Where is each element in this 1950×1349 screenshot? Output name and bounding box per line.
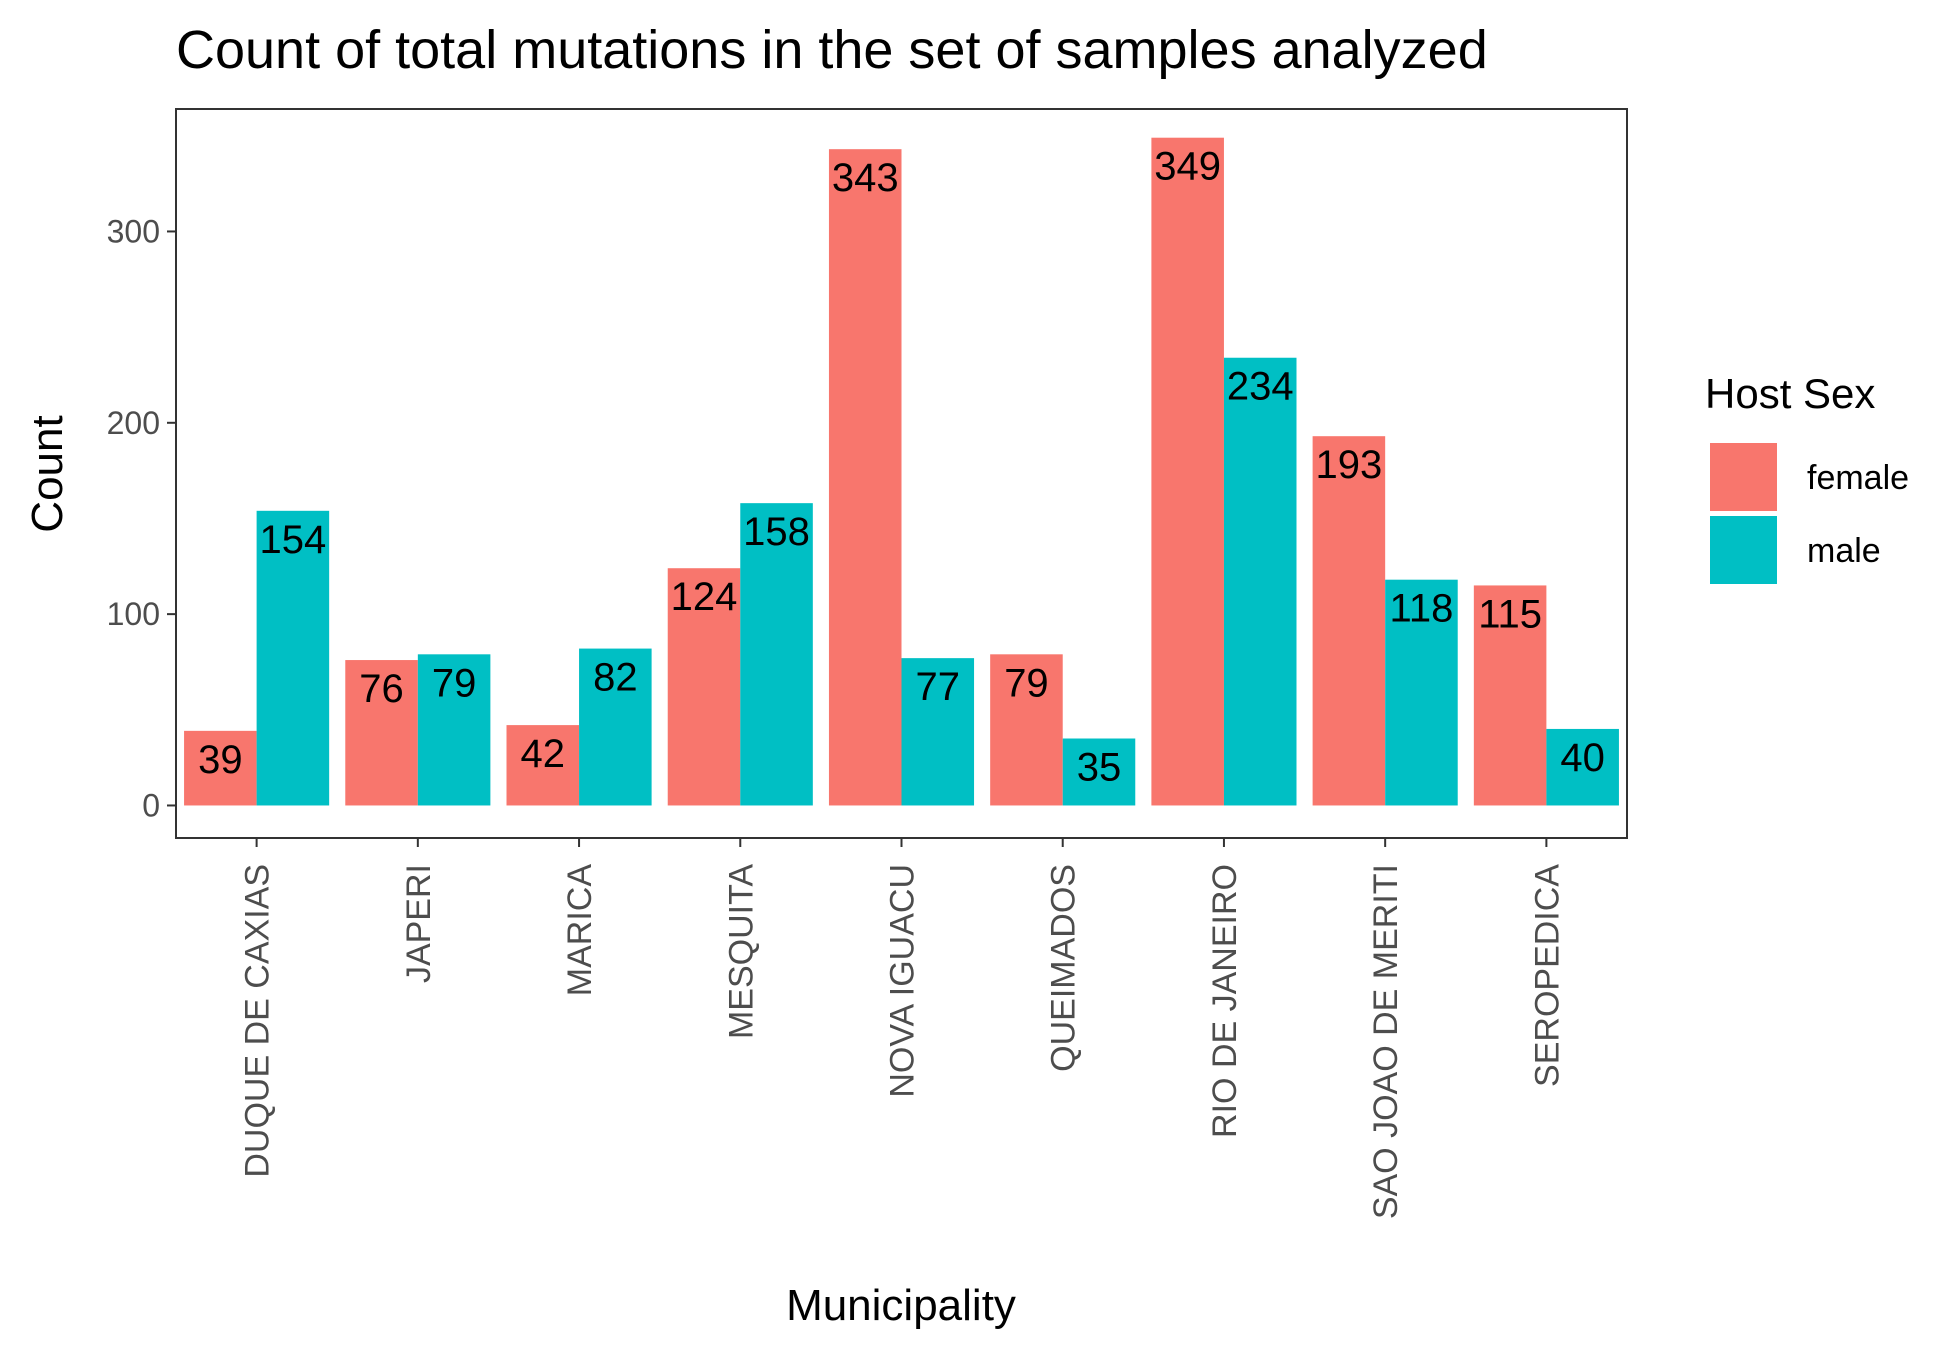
y-tick-label: 100 — [107, 596, 160, 632]
data-label-male-3: 158 — [743, 510, 810, 554]
y-axis-title: Count — [23, 415, 72, 532]
x-axis: DUQUE DE CAXIAS JAPERI MARICA MESQUITA NOVA … — [239, 838, 1566, 1219]
bar-male-8 — [1546, 728, 1619, 806]
legend-label-female: female — [1807, 459, 1909, 497]
legend-title: Host Sex — [1705, 370, 1875, 417]
data-label-male-0: 154 — [260, 518, 327, 562]
y-tick-label: 0 — [142, 787, 160, 823]
bar-male-1 — [417, 654, 491, 806]
bar-female-4 — [828, 149, 902, 806]
x-tick-label: QUEIMADOS — [1045, 864, 1083, 1072]
data-label-male-7: 118 — [1390, 587, 1454, 631]
x-tick-label: SAO JOAO DE MERITI — [1367, 864, 1405, 1219]
bar-female-3 — [667, 568, 741, 806]
data-label-female-6: 349 — [1154, 145, 1221, 189]
x-axis-title: Municipality — [786, 1281, 1016, 1330]
bar-male-4 — [901, 658, 975, 806]
data-label-male-2: 82 — [593, 656, 638, 700]
bar-male-7 — [1385, 579, 1458, 806]
x-tick-label: SEROPEDICA — [1528, 864, 1566, 1087]
data-label-male-5: 35 — [1077, 746, 1122, 790]
bar-female-7 — [1312, 436, 1386, 806]
data-label-male-6: 234 — [1227, 365, 1294, 409]
data-label-female-0: 39 — [198, 738, 243, 782]
bar-female-0 — [184, 730, 257, 806]
bar-female-1 — [345, 660, 418, 806]
bar-male-2 — [579, 648, 652, 806]
data-label-female-4: 343 — [832, 156, 899, 200]
bar-female-8 — [1473, 585, 1547, 806]
x-tick-label: MARICA — [561, 864, 599, 997]
legend: Host Sex female male — [1705, 370, 1909, 584]
data-label-male-8: 40 — [1560, 736, 1605, 780]
bar-female-5 — [990, 654, 1063, 806]
y-axis: 0 100 200 300 — [107, 213, 176, 823]
data-label-female-3: 124 — [671, 575, 738, 619]
x-tick-label: NOVA IGUACU — [884, 864, 922, 1098]
x-tick-label: MESQUITA — [722, 864, 760, 1039]
legend-label-male: male — [1807, 532, 1881, 570]
data-label-male-4: 77 — [916, 665, 961, 709]
bar-female-6 — [1151, 137, 1224, 806]
y-tick-label: 200 — [107, 405, 160, 441]
bar-male-3 — [740, 503, 813, 806]
data-label-female-2: 42 — [521, 732, 566, 776]
legend-key-female — [1710, 443, 1777, 511]
data-label-male-1: 79 — [432, 661, 477, 705]
bar-male-5 — [1062, 738, 1136, 806]
x-tick-label: JAPERI — [400, 864, 438, 983]
data-label-female-7: 193 — [1316, 443, 1383, 487]
x-tick-label: RIO DE JANEIRO — [1206, 864, 1244, 1138]
legend-key-male — [1710, 516, 1777, 584]
data-label-female-5: 79 — [1004, 661, 1049, 705]
data-label-female-1: 76 — [359, 667, 404, 711]
bar-male-0 — [256, 510, 330, 806]
x-tick-label: DUQUE DE CAXIAS — [239, 864, 277, 1178]
chart-title: Count of total mutations in the set of s… — [176, 20, 1488, 80]
data-label-female-8: 115 — [1478, 592, 1542, 636]
bar-female-2 — [506, 725, 580, 806]
y-tick-label: 300 — [107, 213, 160, 249]
bar-male-6 — [1223, 357, 1297, 806]
